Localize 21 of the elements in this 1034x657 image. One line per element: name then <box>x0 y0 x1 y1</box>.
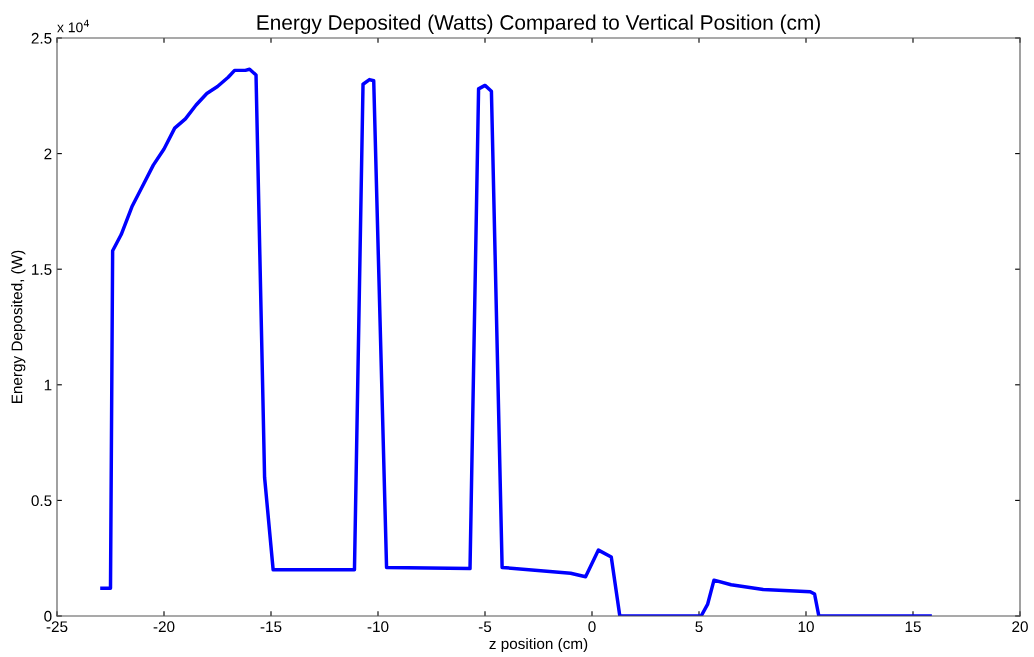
y-tick-label: 0.5 <box>31 495 52 507</box>
x-tick-label: -15 <box>260 621 282 633</box>
y-axis-title: Energy Deposited, (W) <box>11 250 26 404</box>
x-tick-label: -25 <box>46 621 68 633</box>
x-tick-label: -10 <box>367 621 389 633</box>
text: x 10$^{4}$ <box>57 19 90 33</box>
x-axis-title: z position (cm) <box>489 637 588 653</box>
x-tick-label: 20 <box>1012 621 1028 633</box>
chart-title: Energy Deposited (Watts) Compared to Vertical Position (cm) <box>257 14 820 34</box>
y-tick-label: 2 <box>44 148 52 160</box>
x-tick-label: 10 <box>798 621 814 633</box>
line-series <box>100 67 932 616</box>
y-tick-label: 1.5 <box>32 264 52 275</box>
y-tick-label: 0 <box>44 610 52 622</box>
x-tick-label: 0 <box>588 621 596 633</box>
x-tick-label: -5 <box>478 621 492 633</box>
x-tick-label: 15 <box>905 621 921 633</box>
x-tick-label: 5 <box>695 621 703 633</box>
y-tick-label: 2.5 <box>31 32 52 44</box>
x-tick-label: -20 <box>153 621 175 633</box>
y-tick-label: 1 <box>44 379 52 391</box>
